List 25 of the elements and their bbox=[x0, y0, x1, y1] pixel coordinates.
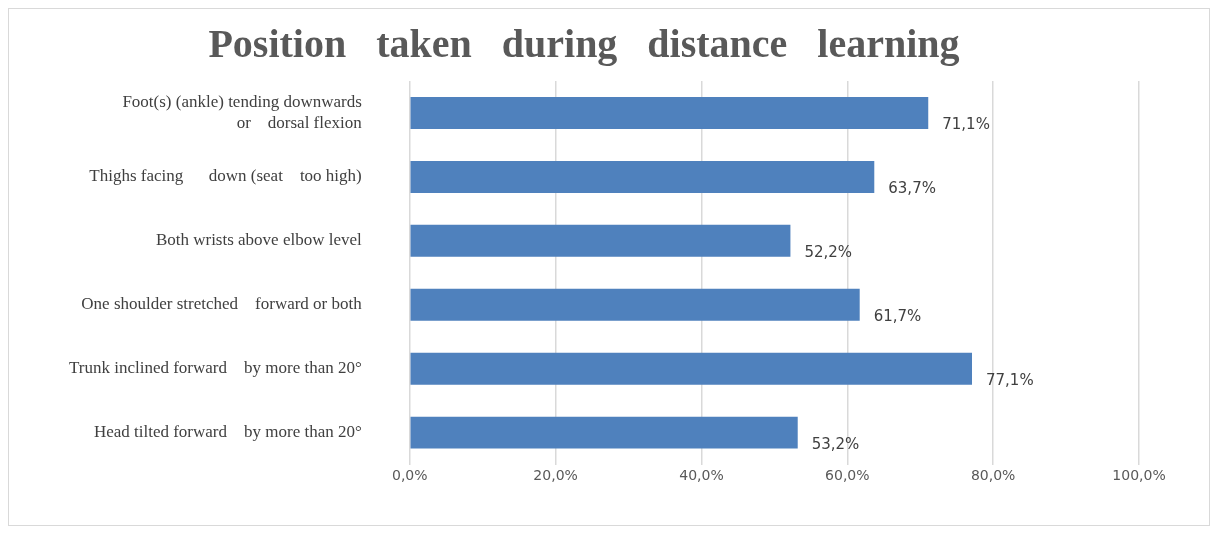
bar bbox=[410, 224, 791, 257]
data-label: 77,1% bbox=[986, 370, 1034, 389]
y-tick-label: Both wrists above elbow level bbox=[155, 230, 363, 250]
x-tick-label: 40,0% bbox=[679, 466, 724, 483]
bar bbox=[410, 352, 972, 385]
x-tick-label: 100,0% bbox=[1112, 466, 1166, 483]
data-label: 53,2% bbox=[811, 434, 860, 453]
data-label: 63,7% bbox=[888, 178, 936, 197]
bar bbox=[410, 160, 875, 193]
x-tick-label: 80,0% bbox=[970, 466, 1016, 483]
data-label: 61,7% bbox=[873, 306, 922, 325]
x-tick-label: 0,0% bbox=[391, 466, 428, 483]
bar bbox=[410, 416, 798, 449]
bar bbox=[410, 96, 929, 129]
y-tick-label: Foot(s) (ankle) tending downwards or dorsal flexion bbox=[122, 92, 363, 132]
data-label: 71,1% bbox=[942, 114, 990, 133]
y-tick-label: One shoulder stretched forward or both bbox=[81, 294, 363, 314]
bar bbox=[410, 288, 860, 321]
y-tick-label: Trunk inclined forward by more than 20° bbox=[68, 358, 362, 378]
y-tick-label: Thighs facing down (seat too high) bbox=[89, 166, 362, 186]
data-label: 52,2% bbox=[804, 242, 853, 261]
chart-title: Position taken during distance learning bbox=[208, 21, 960, 67]
x-tick-label: 60,0% bbox=[825, 466, 870, 483]
y-tick-label: Head tilted forward by more than 20° bbox=[93, 422, 362, 442]
x-tick-label: 20,0% bbox=[533, 466, 578, 483]
